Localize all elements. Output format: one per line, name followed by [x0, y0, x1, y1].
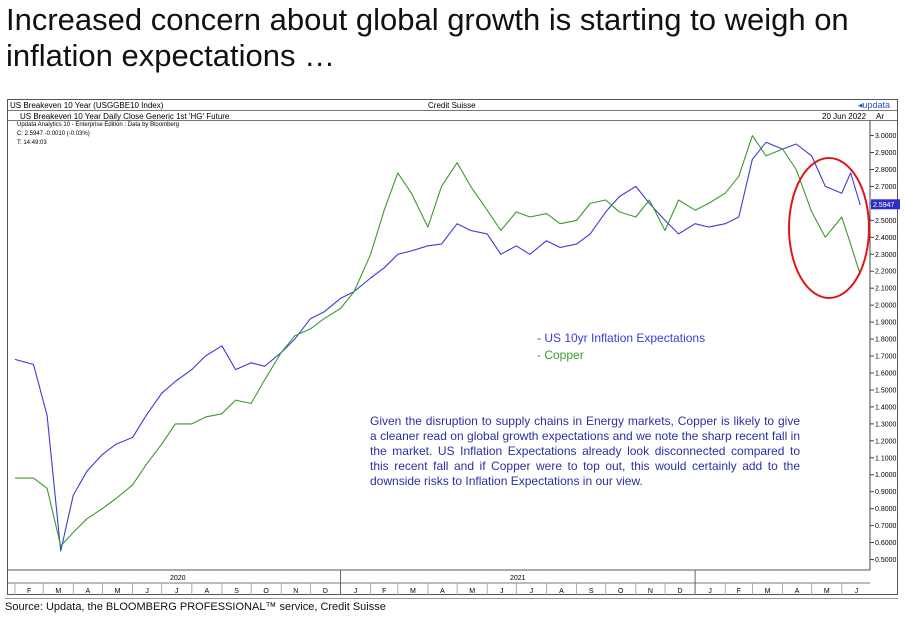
month-label: S: [234, 588, 239, 595]
y-tick-label: 1.6000: [875, 370, 897, 377]
y-tick-label: 2.7000: [875, 184, 897, 191]
month-label: A: [559, 588, 564, 595]
chart-panel: [7, 99, 898, 595]
source-note: Source: Updata, the BLOOMBERG PROFESSION…: [5, 601, 386, 613]
month-label: A: [795, 588, 800, 595]
month-label: O: [263, 588, 269, 595]
y-tick-label: 1.4000: [875, 404, 897, 411]
y-tick-label: 1.2000: [875, 438, 897, 445]
panel-divider-2: [8, 120, 897, 121]
highlight-circle: [788, 157, 870, 299]
info-line-2: C: 2.5947 -0.0010 (-0.03%): [17, 131, 90, 137]
y-tick-label: 2.4000: [875, 235, 897, 242]
month-label: A: [205, 588, 210, 595]
info-line-1: Updata Analytics 10 - Enterprise Edition…: [17, 122, 180, 128]
y-tick-label: 2.5000: [875, 218, 897, 225]
panel-subtitle: US Breakeven 10 Year Daily Close Generic…: [20, 112, 230, 121]
y-tick-label: 2.9000: [875, 150, 897, 157]
month-label: M: [115, 588, 121, 595]
month-label: J: [175, 588, 179, 595]
last-value-marker: [871, 199, 900, 210]
month-label: D: [678, 588, 683, 595]
month-label: O: [618, 588, 624, 595]
y-tick-label: 2.0000: [875, 303, 897, 310]
y-tick-label: 1.0000: [875, 472, 897, 479]
month-label: J: [354, 588, 358, 595]
month-label: D: [323, 588, 328, 595]
y-tick-label: 1.8000: [875, 337, 897, 344]
month-label: F: [382, 588, 386, 595]
month-label: M: [410, 588, 416, 595]
y-tick-label: 1.9000: [875, 320, 897, 327]
info-line-3: T: 14:49:03: [17, 140, 47, 146]
y-tick-label: 0.6000: [875, 540, 897, 547]
y-tick-label: 1.1000: [875, 455, 897, 462]
y-tick-label: 2.2000: [875, 269, 897, 276]
month-label: J: [500, 588, 504, 595]
y-tick-label: 2.8000: [875, 167, 897, 174]
legend-breakeven: - US 10yr Inflation Expectations: [537, 331, 706, 345]
month-label: S: [589, 588, 594, 595]
breakeven-series-line: [14, 141, 861, 552]
y-tick-label: 0.8000: [875, 506, 897, 513]
month-label: M: [765, 588, 771, 595]
triangle-icon: ◂: [858, 100, 863, 110]
legend-copper: - Copper: [537, 348, 584, 362]
month-label: F: [737, 588, 741, 595]
annotation-text: Given the disruption to supply chains in…: [370, 414, 800, 488]
month-label: N: [648, 588, 653, 595]
updata-logo: ◂updata: [858, 100, 890, 111]
panel-date: 20 Jun 2022: [822, 112, 867, 121]
copper-series-line: [15, 135, 861, 547]
y-tick-label: 2.1000: [875, 286, 897, 293]
source-divider: [5, 598, 898, 599]
y-tick-label: 1.3000: [875, 421, 897, 428]
month-label: J: [145, 588, 149, 595]
year-label: 2021: [510, 575, 526, 582]
month-label: A: [440, 588, 445, 595]
y-tick-label: 0.5000: [875, 557, 897, 564]
year-label: 2020: [170, 575, 186, 582]
month-label: M: [55, 588, 61, 595]
updata-logo-text: updata: [862, 100, 891, 110]
month-label: A: [86, 588, 91, 595]
month-label: F: [27, 588, 31, 595]
panel-title: US Breakeven 10 Year (USGGBE10 Index): [10, 101, 164, 110]
panel-divider: [8, 110, 897, 111]
y-tick-label: 0.9000: [875, 489, 897, 496]
last-value-label: 2.5947: [873, 202, 895, 209]
y-tick-label: 1.5000: [875, 387, 897, 394]
month-label: M: [469, 588, 475, 595]
panel-axis-tag: Ar: [876, 112, 884, 121]
y-tick-label: 3.0000: [875, 133, 897, 140]
month-label: J: [708, 588, 712, 595]
panel-source-center: Credit Suisse: [428, 101, 476, 110]
headline: Increased concern about global growth is…: [6, 2, 849, 73]
month-label: J: [855, 588, 859, 595]
month-label: N: [293, 588, 298, 595]
y-tick-label: 2.3000: [875, 252, 897, 259]
y-tick-label: 1.7000: [875, 354, 897, 361]
y-tick-label: 0.7000: [875, 523, 897, 530]
month-label: M: [824, 588, 830, 595]
month-label: J: [530, 588, 534, 595]
